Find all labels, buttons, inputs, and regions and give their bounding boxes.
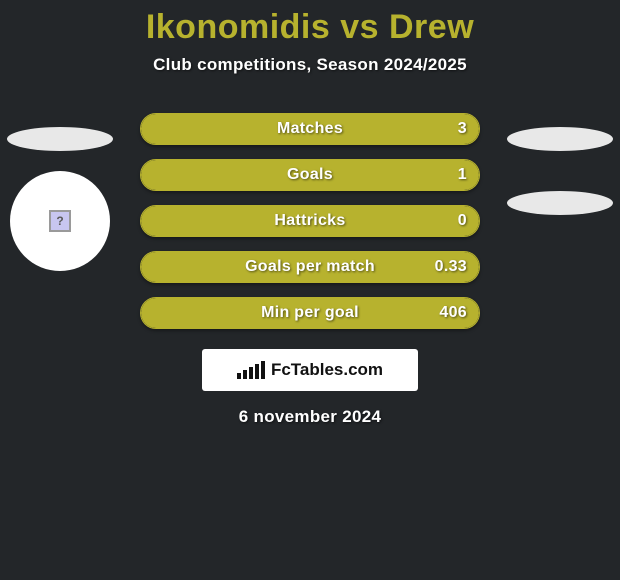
page-title: Ikonomidis vs Drew: [0, 0, 620, 47]
stat-row: Goals 1: [140, 159, 480, 191]
brand-bar: [237, 373, 241, 379]
stat-value: 0: [458, 212, 467, 230]
stat-value: 1: [458, 166, 467, 184]
date-text: 6 november 2024: [0, 407, 620, 427]
stat-label: Matches: [277, 120, 343, 138]
stat-value: 3: [458, 120, 467, 138]
left-ellipse-1: [7, 127, 113, 151]
stat-value: 0.33: [435, 258, 467, 276]
right-ellipse-1: [507, 127, 613, 151]
stat-label: Goals: [287, 166, 333, 184]
player-avatar-placeholder: ?: [10, 171, 110, 271]
stat-value: 406: [439, 304, 467, 322]
brand-bar: [249, 367, 253, 379]
stat-label: Min per goal: [261, 304, 359, 322]
page-subtitle: Club competitions, Season 2024/2025: [0, 55, 620, 75]
brand-bar: [255, 364, 259, 379]
stat-row: Goals per match 0.33: [140, 251, 480, 283]
left-column: ?: [0, 113, 120, 271]
brand-chart-icon: [237, 361, 265, 379]
content-area: ? Matches 3 Goals 1 Hattricks 0 Goals pe…: [0, 113, 620, 427]
brand-link[interactable]: FcTables.com: [202, 349, 418, 391]
stat-row: Matches 3: [140, 113, 480, 145]
stat-bars: Matches 3 Goals 1 Hattricks 0 Goals per …: [140, 113, 480, 329]
stat-label: Hattricks: [274, 212, 345, 230]
stat-row: Min per goal 406: [140, 297, 480, 329]
stat-label: Goals per match: [245, 258, 375, 276]
unknown-icon: ?: [49, 210, 71, 232]
brand-bar: [261, 361, 265, 379]
brand-bar: [243, 370, 247, 379]
right-column: [500, 113, 620, 229]
brand-text: FcTables.com: [271, 360, 383, 380]
stat-row: Hattricks 0: [140, 205, 480, 237]
right-ellipse-2: [507, 191, 613, 215]
